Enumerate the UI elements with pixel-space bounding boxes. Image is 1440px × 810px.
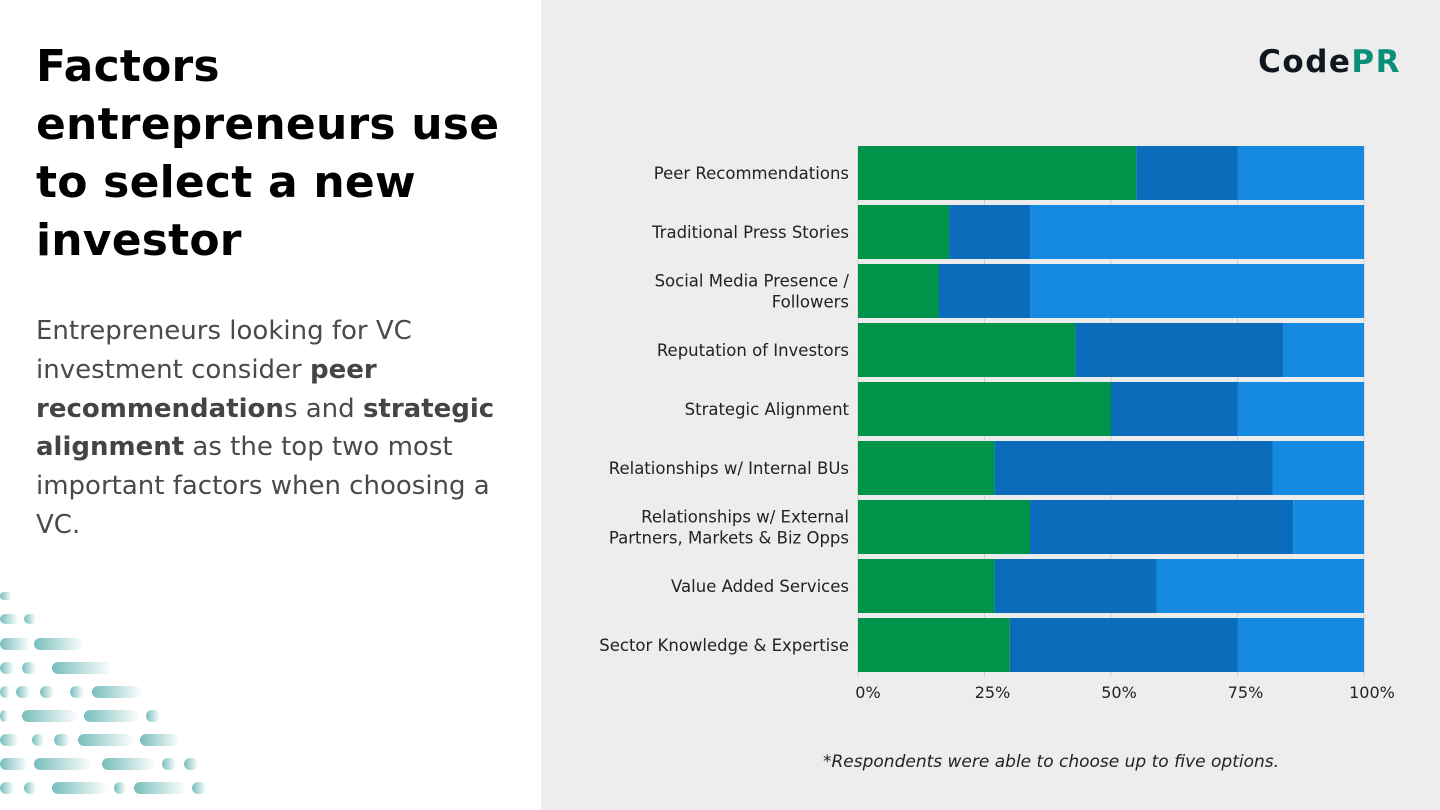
bar-segment-2 (1075, 323, 1284, 377)
bar-segment-3 (1156, 559, 1364, 613)
x-tick-label: 0% (855, 683, 880, 702)
bar-segment-3 (1283, 323, 1364, 377)
category-label: Value Added Services (671, 577, 849, 596)
body-bold-peer: peer recommendation (36, 354, 377, 424)
category-label: Sector Knowledge & Expertise (599, 636, 849, 655)
bar-segment-1 (858, 559, 995, 613)
bar-segment-3 (1030, 205, 1364, 259)
category-label: Peer Recommendations (654, 164, 849, 183)
body-text-part-2: s and (283, 393, 363, 424)
category-label: Traditional Press Stories (651, 223, 849, 242)
bar-segment-3 (1030, 264, 1364, 318)
bar-segment-3 (1293, 500, 1364, 554)
category-label: Strategic Alignment (685, 400, 850, 419)
logo-part-pr: PR (1351, 44, 1401, 80)
bar-segment-2 (1136, 146, 1238, 200)
x-tick-label: 25% (975, 683, 1011, 702)
x-tick-labels: 0% 25% 50% 75% 100% (855, 683, 1395, 702)
bar-segment-2 (994, 441, 1273, 495)
slide-body-text: Entrepreneurs looking for VC investment … (36, 312, 506, 545)
x-tick-label: 75% (1228, 683, 1264, 702)
bar-segment-2 (938, 264, 1031, 318)
right-panel: CodePR Peer Recommendations Traditional P… (541, 0, 1440, 810)
slide-title: Factors entrepreneurs use to select a ne… (36, 41, 500, 266)
bar-segment-1 (858, 441, 995, 495)
body-text-part-1: Entrepreneurs looking for VC investment … (36, 316, 412, 385)
left-panel: Factors entrepreneurs use to select a ne… (0, 0, 541, 810)
bar-segment-2 (994, 559, 1157, 613)
bars (858, 146, 1364, 672)
body-bold-strategic: strategic alignment (36, 393, 495, 463)
bar-segment-1 (858, 264, 939, 318)
footnote: *Respondents were able to choose up to f… (822, 752, 1280, 772)
category-labels: Peer Recommendations Traditional Press St… (599, 164, 849, 655)
body-text-part-3: as the top two most important factors wh… (36, 432, 490, 540)
bar-segment-3 (1272, 441, 1364, 495)
bar-segment-3 (1237, 382, 1364, 436)
x-tick-label: 50% (1101, 683, 1137, 702)
bar-segment-3 (1237, 618, 1364, 672)
bar-segment-1 (858, 323, 1076, 377)
logo-part-code: Code (1258, 44, 1352, 80)
x-tick-label: 100% (1349, 683, 1395, 702)
bar-segment-1 (858, 382, 1111, 436)
bar-segment-2 (1030, 500, 1294, 554)
bar-segment-1 (858, 146, 1137, 200)
category-label: Social Media Presence / Followers (655, 272, 850, 312)
stacked-bar-chart: Peer Recommendations Traditional Press St… (599, 146, 1395, 702)
bar-segment-1 (858, 500, 1031, 554)
bar-segment-1 (858, 618, 1010, 672)
bar-segment-2 (1009, 618, 1238, 672)
codepr-logo: CodePR (1221, 44, 1401, 84)
decorative-dots (0, 592, 206, 794)
bar-segment-2 (1111, 382, 1238, 436)
category-label: Reputation of Investors (657, 341, 849, 360)
category-label: Relationships w/ Internal BUs (609, 459, 849, 478)
category-label: Relationships w/ External Partners, Marke… (609, 508, 849, 548)
bar-segment-1 (858, 205, 950, 259)
bar-segment-2 (949, 205, 1031, 259)
bar-segment-3 (1237, 146, 1364, 200)
